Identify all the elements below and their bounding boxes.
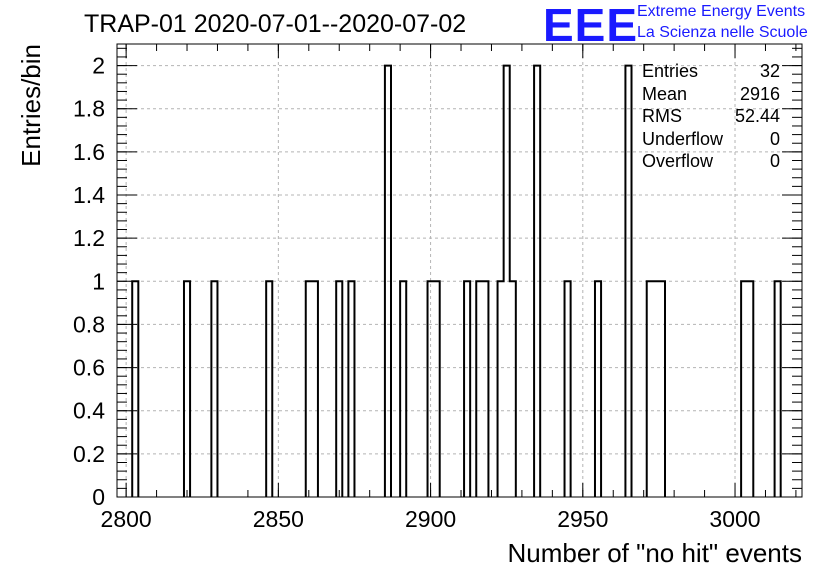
axis-tick-labels: 0 0.2 0.4 0.6 0.8 1 1.2 1.4 1.6 1.8 2 2800 2850 2900 2…: [73, 53, 761, 532]
histogram-bin: [306, 281, 312, 497]
x-tick-label: 3000: [709, 506, 760, 532]
stats-value: 32: [759, 61, 780, 81]
histogram-bin: [498, 281, 504, 497]
histogram-bin: [595, 281, 601, 497]
histogram-bin: [504, 66, 510, 497]
y-tick-label: 1.8: [73, 96, 105, 122]
stats-value: 0: [769, 128, 780, 149]
stats-label: Overflow: [642, 151, 714, 171]
chart-title: TRAP-01 2020-07-01--2020-07-02: [84, 10, 467, 38]
y-tick-label: 2: [92, 53, 105, 79]
histogram-bin: [464, 281, 470, 497]
histogram-bin: [312, 281, 318, 497]
histogram-bin: [336, 281, 342, 497]
stats-label: Underflow: [642, 128, 724, 149]
x-tick-label: 2800: [101, 506, 152, 532]
histogram-bin: [428, 281, 434, 497]
y-tick-label: 0.8: [73, 311, 105, 337]
histogram-bin: [434, 281, 440, 497]
stats-row-mean: Mean 2916: [642, 83, 780, 106]
logo-line-2: La Scienza nelle Scuole: [637, 24, 808, 41]
axis-ticks: [117, 44, 802, 498]
stats-row-rms: RMS 52.44: [642, 105, 780, 128]
stats-row-overflow: Overflow 0: [642, 150, 780, 173]
histogram-bin: [211, 281, 217, 497]
plot-frame: [116, 43, 803, 498]
histogram-bin: [747, 281, 753, 497]
grid-lines: [117, 44, 802, 497]
stats-value: 2916: [739, 83, 780, 104]
histogram-bin: [184, 281, 190, 497]
stats-row-underflow: Underflow 0: [642, 128, 780, 151]
histogram-bin: [775, 281, 781, 497]
x-tick-label: 2850: [253, 506, 304, 532]
histogram-bin: [266, 281, 272, 497]
histogram-bin: [659, 281, 665, 497]
y-tick-label: 0.4: [73, 398, 105, 424]
y-tick-label: 0.6: [73, 355, 105, 381]
eee-logo-mark: EEE: [543, 0, 639, 51]
y-tick-label: 1: [92, 268, 105, 294]
logo-line-1: Extreme Energy Events: [637, 3, 806, 20]
histogram-bin: [647, 281, 653, 497]
y-tick-label: 1.4: [73, 182, 105, 208]
y-tick-label: 0: [92, 484, 105, 510]
histogram-bin: [534, 66, 540, 497]
histogram-bin: [625, 66, 631, 497]
histogram-bin: [653, 281, 659, 497]
histogram-bin: [385, 66, 391, 497]
stats-value: 52.44: [734, 106, 780, 126]
histogram-bin: [348, 281, 354, 497]
stats-label: Entries: [642, 61, 699, 81]
x-tick-label: 2950: [557, 506, 608, 532]
histogram-bin: [482, 281, 488, 497]
stats-value: 0: [769, 151, 780, 171]
x-tick-label: 2900: [405, 506, 456, 532]
eee-logo: EEE Extreme Energy Events La Scienza nel…: [543, 0, 808, 51]
y-tick-label: 1.2: [73, 225, 105, 251]
y-tick-label: 1.6: [73, 139, 105, 165]
stats-label: RMS: [642, 106, 682, 126]
histogram-bin: [132, 281, 138, 497]
stats-box: Entries 32 Mean 2916 RMS 52.44 Underflow…: [642, 60, 780, 173]
histogram-bin: [565, 281, 571, 497]
y-axis-label: Entries/bin: [16, 44, 46, 167]
stats-row-entries: Entries 32: [642, 60, 780, 83]
stats-label: Mean: [642, 83, 688, 104]
y-tick-label: 0.2: [73, 441, 105, 467]
x-axis-label: Number of "no hit" events: [508, 538, 803, 568]
histogram-bin: [741, 281, 747, 497]
histogram-bin: [510, 281, 516, 497]
histogram-bin: [400, 281, 406, 497]
histogram-bin: [476, 281, 482, 497]
